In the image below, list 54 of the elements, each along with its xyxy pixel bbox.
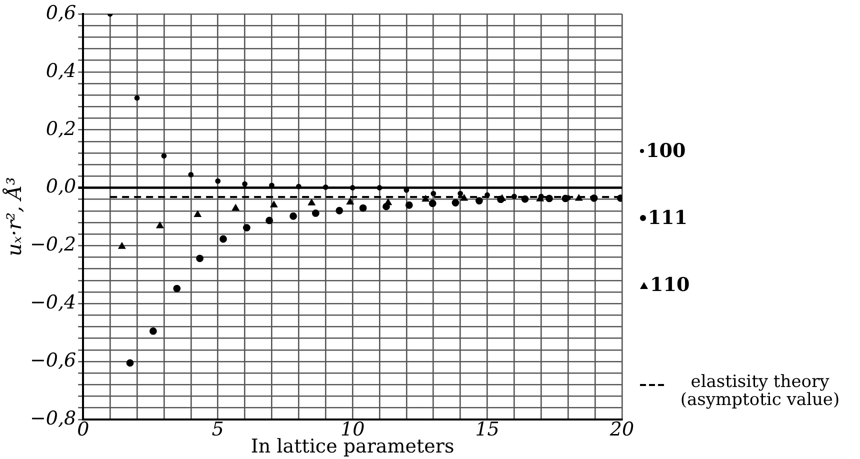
point: [350, 185, 356, 190]
x-tick-label: 15: [475, 418, 500, 441]
x-tick-label: 5: [212, 418, 224, 441]
point: [161, 153, 167, 159]
point: [382, 202, 390, 210]
point: [322, 184, 328, 190]
point: [126, 359, 134, 367]
point: [460, 194, 468, 201]
point: [452, 199, 460, 206]
y-tick-label: −0,2: [30, 234, 76, 256]
point: [220, 235, 227, 243]
point: [118, 242, 126, 249]
point: [290, 212, 297, 220]
point: [428, 200, 436, 208]
point: [270, 201, 278, 208]
y-tick-label: −0,8: [30, 407, 76, 430]
legend-label: 100: [646, 140, 686, 162]
point: [312, 210, 320, 217]
legend-label: 110: [650, 274, 690, 296]
legend-label: 111: [648, 207, 688, 229]
point: [156, 222, 164, 228]
point: [188, 172, 194, 178]
y-tick-label: 0,4: [46, 60, 76, 82]
y-axis-title: uₓ·r², Å³: [2, 177, 26, 256]
point: [376, 185, 382, 190]
y-tick-label: 0,0: [46, 176, 76, 198]
point: [194, 210, 202, 217]
y-tick-label: −0,4: [30, 292, 76, 314]
point: [215, 178, 221, 184]
x-tick-label: 0: [77, 418, 90, 441]
legend-label: elastisity theory (asymptotic value): [679, 372, 841, 410]
y-tick-label: 0,2: [46, 118, 76, 140]
point: [196, 254, 204, 262]
point: [296, 184, 302, 190]
point: [173, 284, 181, 292]
x-tick-label: 20: [608, 418, 634, 441]
point: [308, 198, 316, 206]
point: [476, 197, 483, 204]
point: [266, 216, 274, 224]
y-tick-label: −0,6: [30, 349, 76, 372]
point: [405, 201, 413, 209]
point: [359, 204, 367, 212]
point: [242, 224, 250, 232]
point: [512, 194, 517, 200]
point: [430, 190, 436, 196]
y-tick-label: 0,6: [46, 2, 76, 24]
point: [458, 190, 464, 196]
point: [232, 204, 240, 211]
point: [346, 198, 354, 205]
point: [149, 327, 157, 335]
point: [134, 95, 140, 101]
point: [575, 194, 583, 201]
point: [242, 181, 248, 187]
point: [336, 206, 344, 214]
